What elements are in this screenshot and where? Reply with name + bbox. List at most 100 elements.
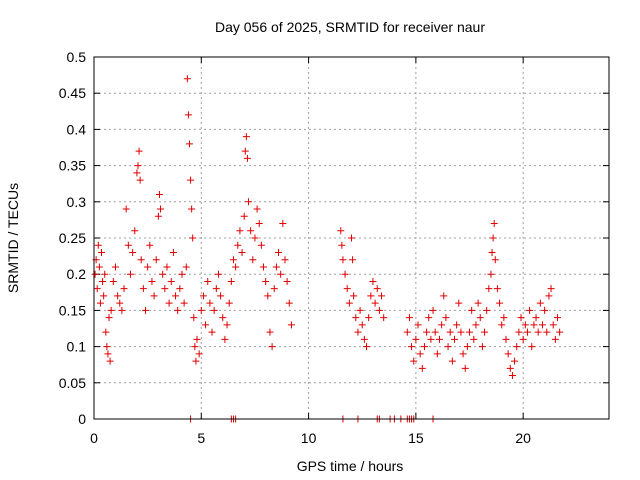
data-point bbox=[116, 299, 124, 307]
data-point bbox=[184, 111, 192, 119]
data-point bbox=[161, 285, 169, 293]
data-point bbox=[444, 343, 452, 351]
data-point bbox=[251, 234, 259, 242]
data-point bbox=[519, 335, 527, 343]
data-point bbox=[506, 364, 514, 372]
data-point bbox=[150, 292, 158, 300]
data-point bbox=[371, 299, 379, 307]
data-point bbox=[191, 343, 199, 351]
x-tick-label: 15 bbox=[408, 430, 424, 446]
data-point bbox=[240, 212, 248, 220]
data-point bbox=[433, 350, 441, 358]
data-point bbox=[412, 335, 420, 343]
data-point bbox=[93, 285, 101, 293]
data-point bbox=[352, 314, 360, 322]
data-point bbox=[169, 248, 177, 256]
data-point bbox=[183, 75, 191, 83]
data-point bbox=[375, 306, 383, 314]
data-point bbox=[176, 285, 184, 293]
data-point bbox=[212, 285, 220, 293]
data-point bbox=[182, 263, 190, 271]
data-point bbox=[268, 343, 276, 351]
data-point bbox=[358, 321, 366, 329]
data-point bbox=[227, 277, 235, 285]
data-point bbox=[493, 285, 501, 293]
data-point bbox=[423, 328, 431, 336]
data-point bbox=[476, 314, 484, 322]
data-point bbox=[511, 357, 519, 365]
data-point bbox=[420, 343, 428, 351]
data-point bbox=[453, 321, 461, 329]
data-point bbox=[408, 343, 416, 351]
data-point bbox=[416, 350, 424, 358]
data-point bbox=[187, 176, 195, 184]
data-point bbox=[188, 205, 196, 213]
data-point bbox=[534, 328, 542, 336]
data-point bbox=[195, 350, 203, 358]
y-axis-label: SRMTID / TECUs bbox=[5, 183, 21, 293]
data-point bbox=[554, 314, 561, 322]
data-point bbox=[536, 299, 544, 307]
data-point bbox=[429, 306, 437, 314]
data-point bbox=[343, 285, 351, 293]
data-point bbox=[185, 140, 193, 148]
data-point bbox=[515, 328, 523, 336]
data-point bbox=[137, 256, 145, 264]
data-point bbox=[530, 321, 538, 329]
data-point bbox=[339, 256, 347, 264]
data-point bbox=[517, 314, 525, 322]
data-point bbox=[360, 335, 368, 343]
data-point bbox=[556, 328, 564, 336]
data-point bbox=[281, 256, 289, 264]
data-point bbox=[262, 277, 270, 285]
data-point bbox=[134, 162, 142, 170]
plot-frame bbox=[93, 56, 610, 420]
data-point bbox=[165, 299, 173, 307]
data-point bbox=[100, 292, 108, 300]
data-point bbox=[126, 270, 134, 278]
data-point bbox=[410, 357, 418, 365]
data-point bbox=[270, 285, 278, 293]
y-tick-label: 0.5 bbox=[67, 49, 87, 65]
data-point bbox=[500, 314, 508, 322]
data-point bbox=[114, 292, 122, 300]
data-point bbox=[287, 321, 295, 329]
data-point bbox=[487, 270, 495, 278]
data-point bbox=[435, 335, 443, 343]
data-point bbox=[206, 299, 214, 307]
data-point bbox=[369, 277, 377, 285]
data-point bbox=[257, 241, 265, 249]
data-point bbox=[101, 270, 109, 278]
data-point bbox=[120, 285, 128, 293]
data-point bbox=[463, 343, 471, 351]
data-point bbox=[345, 299, 353, 307]
data-point bbox=[217, 292, 225, 300]
y-tick-label: 0.45 bbox=[59, 85, 86, 101]
data-point bbox=[157, 205, 165, 213]
y-tick-label: 0.15 bbox=[59, 302, 86, 318]
data-point bbox=[264, 292, 272, 300]
data-point bbox=[438, 321, 446, 329]
data-point bbox=[167, 277, 175, 285]
data-point bbox=[483, 306, 491, 314]
data-point bbox=[341, 270, 349, 278]
data-point bbox=[365, 314, 373, 322]
data-point bbox=[139, 285, 147, 293]
data-point bbox=[103, 343, 111, 351]
data-point bbox=[414, 321, 422, 329]
data-point bbox=[523, 328, 531, 336]
data-point bbox=[122, 205, 130, 213]
data-point bbox=[96, 299, 104, 307]
data-point bbox=[446, 328, 454, 336]
data-point bbox=[455, 299, 463, 307]
data-point bbox=[144, 263, 152, 271]
data-point bbox=[538, 321, 546, 329]
data-point bbox=[210, 306, 218, 314]
x-tick-label: 10 bbox=[301, 430, 317, 446]
data-point bbox=[155, 191, 163, 199]
data-point bbox=[106, 357, 114, 365]
data-point bbox=[405, 314, 413, 322]
data-point bbox=[104, 350, 112, 358]
data-point bbox=[238, 248, 246, 256]
